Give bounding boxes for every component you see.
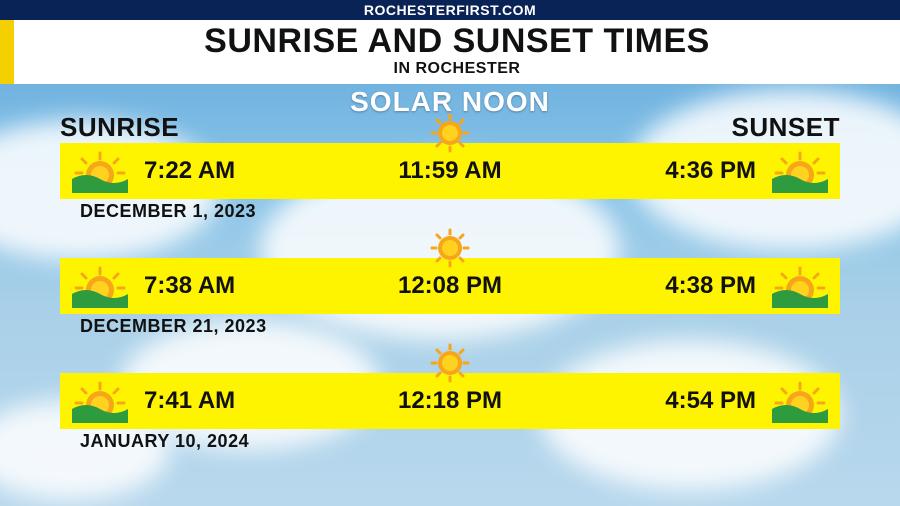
noon-time: 12:18 PM <box>398 387 502 415</box>
sunset-icon <box>772 379 828 423</box>
date-label: DECEMBER 1, 2023 <box>80 201 860 222</box>
sunrise-icon <box>72 264 128 308</box>
sunrise-time: 7:41 AM <box>144 387 235 415</box>
sunrise-icon <box>72 379 128 423</box>
date-label: DECEMBER 21, 2023 <box>80 316 860 337</box>
noon-time: 11:59 AM <box>398 157 501 185</box>
sunset-icon <box>772 149 828 193</box>
sunrise-label: SUNRISE <box>60 112 179 143</box>
date-label: JANUARY 10, 2024 <box>80 431 860 452</box>
main-title: SUNRISE AND SUNSET TIMES <box>14 24 900 60</box>
sunset-time: 4:54 PM <box>665 387 756 415</box>
sunrise-time: 7:22 AM <box>144 157 235 185</box>
sunrise-time: 7:38 AM <box>144 272 235 300</box>
source-url: ROCHESTERFIRST.COM <box>0 0 900 20</box>
sub-title: IN ROCHESTER <box>14 60 900 78</box>
sunrise-icon <box>72 149 128 193</box>
title-block: SUNRISE AND SUNSET TIMES IN ROCHESTER <box>0 20 900 84</box>
noon-time: 12:08 PM <box>398 272 502 300</box>
sunset-icon <box>772 264 828 308</box>
sunset-label: SUNSET <box>732 112 840 143</box>
header-block: ROCHESTERFIRST.COM SUNRISE AND SUNSET TI… <box>0 0 900 84</box>
sunset-time: 4:36 PM <box>665 157 756 185</box>
sunset-time: 4:38 PM <box>665 272 756 300</box>
